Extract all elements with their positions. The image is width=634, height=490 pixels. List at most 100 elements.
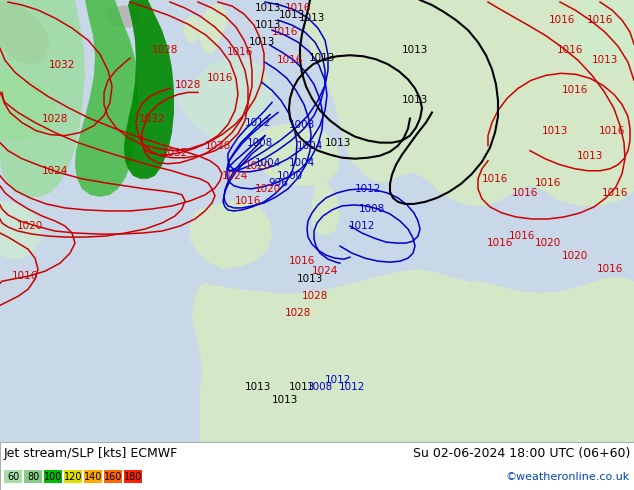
Text: 1024: 1024 (42, 166, 68, 176)
Text: 1016: 1016 (487, 238, 513, 248)
Text: 1016: 1016 (557, 45, 583, 55)
Text: 1013: 1013 (577, 151, 603, 161)
Bar (124, 470, 142, 483)
Polygon shape (0, 201, 42, 259)
Text: 1028: 1028 (152, 45, 178, 55)
Text: 1013: 1013 (289, 382, 315, 392)
Text: 1013: 1013 (309, 53, 335, 63)
Text: 1013: 1013 (245, 382, 271, 392)
Text: 1016: 1016 (235, 196, 261, 206)
Text: 1016: 1016 (289, 256, 315, 266)
Text: 1016: 1016 (535, 178, 561, 188)
Text: 1013: 1013 (279, 10, 305, 20)
Text: ©weatheronline.co.uk: ©weatheronline.co.uk (506, 472, 630, 482)
Text: 1028: 1028 (285, 308, 311, 318)
Text: 1024: 1024 (222, 171, 248, 181)
Polygon shape (576, 0, 634, 73)
Text: 1004: 1004 (297, 141, 323, 150)
Text: 1013: 1013 (402, 45, 428, 55)
Polygon shape (75, 0, 138, 197)
Text: 80: 80 (27, 472, 39, 482)
Bar (4, 470, 22, 483)
Bar (104, 470, 122, 483)
Text: 1016: 1016 (482, 174, 508, 184)
Text: 1000: 1000 (277, 171, 303, 181)
Text: 1016: 1016 (597, 264, 623, 274)
Text: 60: 60 (7, 472, 19, 482)
Bar (84, 470, 102, 483)
Text: 1013: 1013 (592, 55, 618, 65)
Text: 1013: 1013 (325, 138, 351, 147)
Polygon shape (174, 56, 272, 143)
Text: 1032: 1032 (162, 147, 188, 158)
Polygon shape (183, 15, 200, 42)
Text: 1016: 1016 (12, 271, 38, 281)
Text: 1016: 1016 (227, 47, 253, 57)
Text: 1008: 1008 (289, 120, 315, 129)
Text: 1016: 1016 (285, 3, 311, 13)
Text: 1012: 1012 (245, 118, 271, 127)
Text: 1020: 1020 (562, 251, 588, 261)
Text: 1016: 1016 (562, 85, 588, 96)
Text: Su 02-06-2024 18:00 UTC (06+60): Su 02-06-2024 18:00 UTC (06+60) (413, 447, 630, 461)
Text: 1008: 1008 (307, 382, 333, 392)
Text: 160: 160 (104, 472, 122, 482)
Polygon shape (310, 0, 634, 206)
Polygon shape (0, 0, 85, 197)
Text: 1020: 1020 (535, 238, 561, 248)
Text: 1004: 1004 (289, 158, 315, 168)
Text: 120: 120 (64, 472, 82, 482)
Polygon shape (248, 219, 480, 283)
Text: 1013: 1013 (272, 395, 298, 405)
Text: 100: 100 (44, 472, 62, 482)
Text: 1016: 1016 (207, 74, 233, 83)
Text: 1013: 1013 (542, 125, 568, 136)
Bar (24, 470, 42, 483)
Text: 1028: 1028 (205, 141, 231, 150)
Text: 1004: 1004 (255, 158, 281, 168)
Text: 1016: 1016 (509, 231, 535, 241)
Text: 1024: 1024 (312, 266, 338, 276)
Polygon shape (0, 0, 634, 442)
Text: 1028: 1028 (302, 292, 328, 301)
Polygon shape (105, 5, 140, 28)
Text: 1016: 1016 (549, 15, 575, 25)
Text: 140: 140 (84, 472, 102, 482)
Polygon shape (198, 3, 228, 55)
Text: 996: 996 (268, 178, 288, 188)
Bar (64, 470, 82, 483)
Text: 1032: 1032 (49, 60, 75, 70)
Polygon shape (0, 0, 50, 65)
Text: 1016: 1016 (272, 27, 298, 37)
Text: 1020: 1020 (245, 161, 271, 171)
Text: 1016: 1016 (277, 55, 303, 65)
Text: 1012: 1012 (349, 221, 375, 231)
Text: 1013: 1013 (297, 274, 323, 284)
Text: 1012: 1012 (325, 375, 351, 385)
Text: 1013: 1013 (255, 3, 281, 13)
Text: 1016: 1016 (587, 15, 613, 25)
Polygon shape (305, 0, 425, 176)
Text: 1020: 1020 (17, 221, 43, 231)
Polygon shape (248, 122, 340, 186)
Polygon shape (124, 0, 174, 179)
Text: 1016: 1016 (602, 188, 628, 198)
Text: 1013: 1013 (299, 13, 325, 23)
Polygon shape (192, 269, 634, 442)
Text: 1028: 1028 (42, 114, 68, 123)
Polygon shape (310, 171, 340, 236)
Polygon shape (0, 71, 55, 141)
Text: 1013: 1013 (402, 96, 428, 105)
Text: 1013: 1013 (255, 20, 281, 30)
Text: 1008: 1008 (359, 204, 385, 214)
Text: 1032: 1032 (139, 114, 165, 123)
Text: 1028: 1028 (175, 80, 201, 90)
Text: 1012: 1012 (355, 184, 381, 194)
Text: 1016: 1016 (598, 125, 625, 136)
Text: 1012: 1012 (339, 382, 365, 392)
Text: 180: 180 (124, 472, 142, 482)
Text: 1013: 1013 (249, 37, 275, 47)
Polygon shape (190, 201, 272, 269)
Bar (44, 470, 62, 483)
Text: 1016: 1016 (512, 188, 538, 198)
